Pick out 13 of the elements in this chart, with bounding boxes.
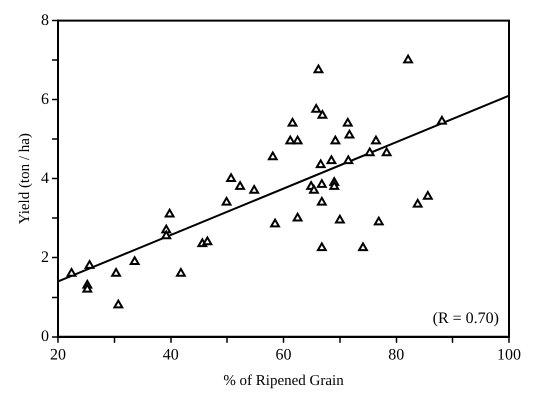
x-tick-label: 20 [50,346,66,364]
y-tick-label: 8 [41,12,49,29]
y-tick-label: 0 [41,328,49,346]
y-tick-label: 6 [41,90,49,108]
x-tick-label: 60 [276,346,292,364]
x-tick-label: 100 [497,346,521,364]
x-tick-label: 40 [162,346,179,364]
y-tick-label: 4 [41,170,49,187]
y-axis-title: Yield (ton / ha) [16,133,33,224]
x-tick-label: 80 [388,346,404,364]
y-tick-label: 2 [41,248,49,266]
x-axis-title: % of Ripened Grain [223,372,344,389]
annotation: (R = 0.70) [432,310,499,328]
